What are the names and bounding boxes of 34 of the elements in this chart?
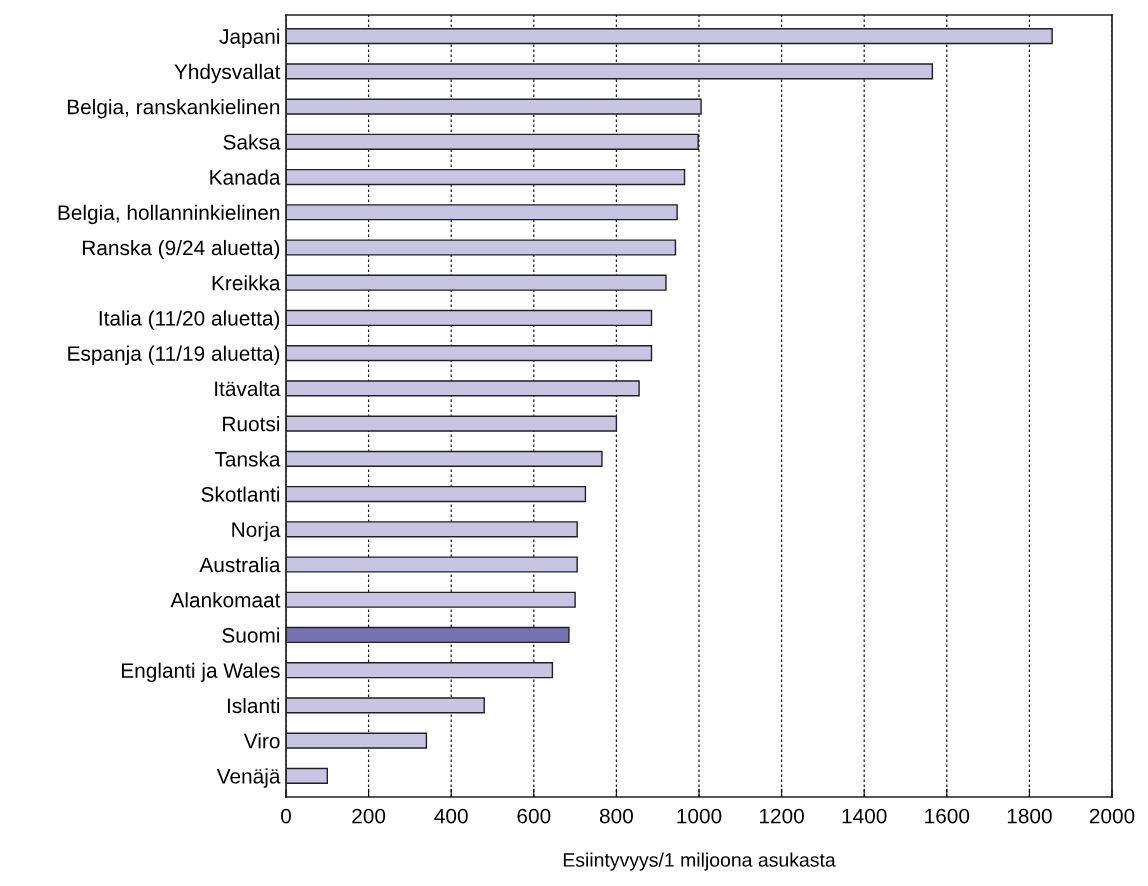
y-tick-label: Alankomaat	[170, 592, 281, 608]
y-tick-label: Belgia, ranskankielinen	[67, 99, 280, 119]
y-tick-label: Italia (11/20 aluetta)	[99, 310, 280, 330]
x-tick-label: 1800	[1007, 808, 1052, 824]
y-tick-label: Japani	[219, 28, 280, 49]
y-tick-label: Englanti ja Wales	[121, 662, 280, 683]
y-tick-label: Kreikka	[212, 275, 281, 291]
x-tick-label: 600	[517, 808, 551, 824]
x-tick-label: 2000	[1089, 808, 1135, 824]
x-tick-label: 1000	[677, 808, 722, 824]
y-tick-label: Venäjä	[216, 768, 281, 788]
x-tick-label: 0	[281, 808, 291, 824]
y-tick-label: Espanja (11/19 aluetta)	[68, 345, 280, 366]
x-tick-label: 200	[352, 808, 386, 824]
y-tick-label: Belgia, hollanninkielinen	[58, 204, 280, 225]
x-tick-label: 800	[599, 808, 633, 824]
x-axis-title: Esiintyvyys/1 miljoona asukasta	[563, 852, 836, 871]
y-tick-label: Ruotsi	[223, 416, 280, 432]
x-tick-label: 400	[434, 808, 468, 824]
y-tick-label: Tanska	[214, 451, 281, 467]
y-tick-label: Norja	[232, 521, 281, 542]
y-tick-label: Yhdysvallat	[174, 63, 281, 84]
x-tick-label: 1200	[760, 808, 804, 824]
y-tick-label: Australia	[199, 556, 281, 573]
y-tick-label: Suomi	[222, 627, 280, 643]
y-tick-label: Islanti	[227, 697, 280, 714]
y-tick-label: Ranska (9/24 aluetta)	[82, 239, 280, 260]
y-tick-label: Itävalta	[215, 380, 281, 397]
x-tick-label: 1400	[842, 808, 887, 824]
y-tick-label: Skotlanti	[201, 486, 280, 502]
y-tick-label: Kanada	[210, 169, 281, 185]
y-tick-label: Viro	[243, 733, 280, 749]
y-tick-label: Saksa	[223, 134, 281, 150]
x-tick-label: 1600	[925, 808, 970, 824]
